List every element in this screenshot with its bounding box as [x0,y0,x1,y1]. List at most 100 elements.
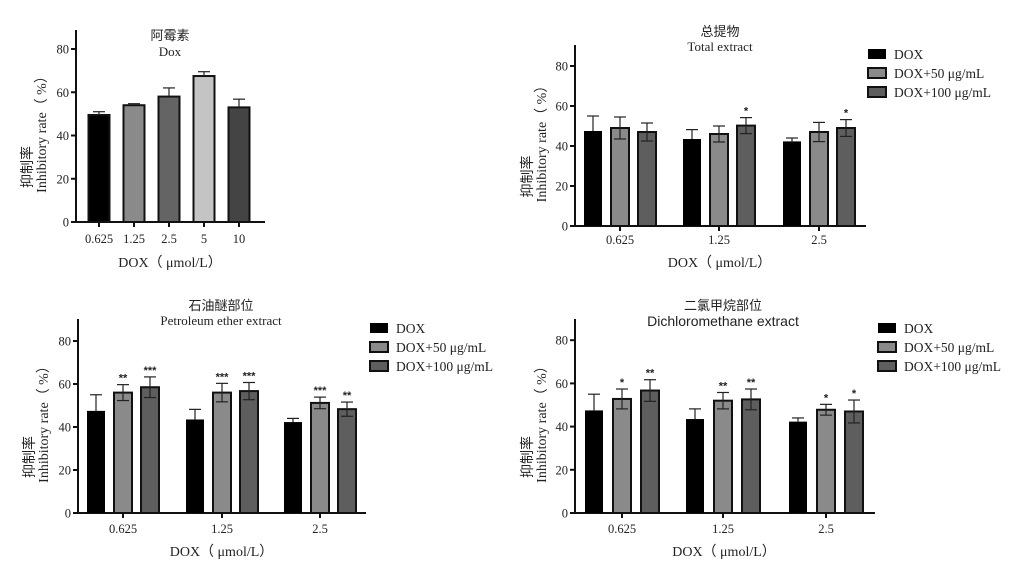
bar [212,391,232,515]
x-axis-label: DOX（ μmol/L） [118,255,222,271]
bar [310,401,330,515]
x-tick-label: 1.25 [211,522,233,536]
legend-swatch [877,341,897,353]
significance-label: * [824,392,829,404]
y-tick-label: 40 [57,129,70,143]
x-tick-label: 2.5 [818,522,834,536]
bar [789,421,807,513]
significance-label: * [852,388,857,400]
y-axis-label: Inhibitory rate（ %） [36,359,52,483]
bar [809,131,829,227]
legend-label: DOX [894,47,923,62]
bar [337,408,357,514]
x-tick-label: 10 [233,232,246,246]
bar [157,95,181,223]
bar [686,419,704,513]
legend-swatch [867,86,887,98]
x-axis-label: DOX（ μmol/L） [170,544,274,560]
significance-label: *** [144,365,158,377]
x-tick-label: 0.625 [109,522,137,536]
bar [783,141,801,226]
bar [683,139,701,226]
y-tick-label: 40 [556,420,569,434]
legend-label: DOX+100 μg/mL [894,85,991,100]
y-tick-label: 20 [556,463,569,477]
x-tick-label: 1.25 [712,522,734,536]
y-tick-label: 20 [556,180,569,194]
significance-label: * [744,106,749,118]
chart-title-cn: 总提物 [700,24,739,39]
bar [709,133,729,227]
bar [113,391,133,515]
bar [612,397,632,514]
chart-title: Total extract [687,39,753,54]
bar [584,131,602,226]
legend-label: DOX [904,321,933,336]
legend-swatch [878,323,896,333]
bar [122,104,146,223]
y-tick-label: 0 [65,507,71,521]
significance-label: *** [216,371,230,383]
significance-label: ** [719,380,728,392]
y-tick-label: 80 [556,60,569,74]
y-tick-label: 0 [63,216,69,230]
y-tick-label: 60 [556,377,569,391]
legend-label: DOX+100 μg/mL [396,359,493,374]
legend: DOX DOX+50 μg/mL DOX+100 μg/mL [877,321,1001,374]
legend-label: DOX+50 μg/mL [904,340,994,355]
bar [87,113,111,223]
chart-title: Dichloromethane extract [647,313,799,329]
x-tick-label: 0.625 [606,233,634,247]
chart-title-cn: 二氯甲烷部位 [684,298,762,313]
y-axis-label-cn: 抑制率 [19,146,36,188]
bar [239,390,259,514]
y-tick-label: 80 [59,335,72,349]
y-tick-label: 40 [59,421,72,435]
chart-title: Dox [159,44,182,59]
chart-title-cn: 石油醚部位 [188,298,253,313]
x-tick-label: 0.625 [608,522,636,536]
x-axis-label: DOX（ μmol/L） [668,255,772,271]
bar [844,410,864,515]
y-tick-label: 60 [57,86,70,100]
x-axis-label: DOX（ μmol/L） [672,544,776,560]
x-tick-label: 2.5 [161,232,177,246]
significance-label: ** [747,377,756,389]
legend: DOX DOX+50 μg/mL DOX+100 μg/mL [369,321,493,374]
bar [87,410,105,513]
y-tick-label: 40 [556,140,569,154]
x-tick-label: 1.25 [708,233,730,247]
y-tick-label: 80 [556,334,569,348]
x-tick-label: 1.25 [123,232,145,246]
y-tick-label: 20 [57,172,70,186]
significance-label: *** [243,370,257,382]
legend-swatch [370,323,388,333]
y-axis-label: Inhibitory rate（ %） [34,69,50,193]
significance-label: * [844,108,849,120]
bar [637,131,657,227]
bar [186,419,204,513]
x-tick-label: 2.5 [312,522,328,536]
bar [640,389,660,515]
significance-label: ** [119,373,128,385]
y-axis-label-cn: 抑制率 [519,156,536,198]
legend-swatch [369,341,389,353]
bar [192,75,216,223]
y-tick-label: 20 [59,464,72,478]
bar [610,127,630,227]
y-axis-label-cn: 抑制率 [519,436,536,478]
bar [284,422,302,513]
bar [140,386,160,515]
y-tick-label: 0 [562,507,568,521]
bar [585,410,603,513]
y-tick-label: 60 [556,100,569,114]
significance-label: ** [646,368,655,380]
bar [736,124,756,227]
y-tick-label: 80 [57,43,70,57]
legend-swatch [369,360,389,372]
y-tick-label: 60 [59,378,72,392]
significance-label: *** [314,385,328,397]
legend-label: DOX+50 μg/mL [396,340,486,355]
